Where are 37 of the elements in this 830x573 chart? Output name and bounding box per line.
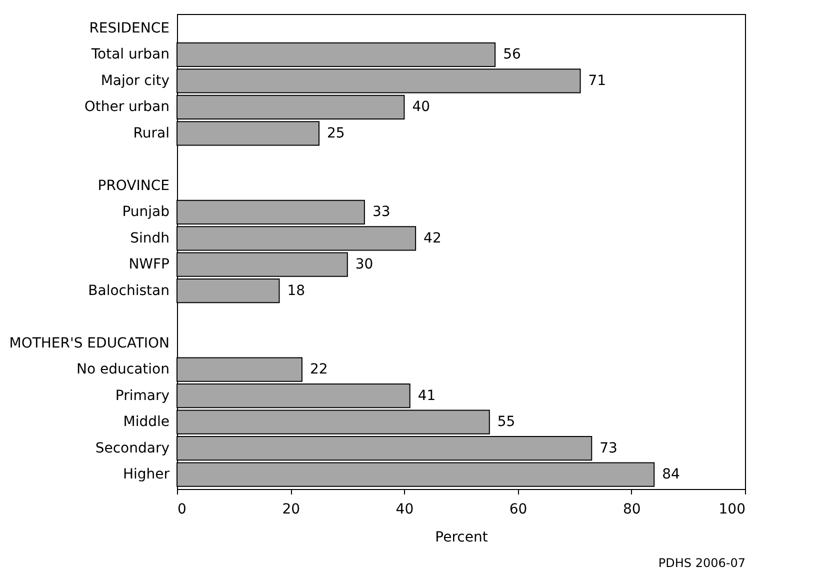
data-label: 42 <box>424 230 442 246</box>
x-tick-label: 0 <box>178 502 186 518</box>
x-axis-title: Percent <box>435 530 488 546</box>
y-tick-label: Middle <box>123 414 170 430</box>
y-tick-label: Rural <box>133 125 170 142</box>
y-tick-label: Punjab <box>122 204 170 220</box>
y-tick-label: Major city <box>100 72 170 89</box>
data-label: 25 <box>327 125 345 142</box>
data-label: 22 <box>310 362 328 378</box>
data-label: 40 <box>412 99 430 116</box>
data-label: 30 <box>355 256 374 273</box>
y-tick-label: MOTHER'S EDUCATION <box>9 335 170 352</box>
data-label: 33 <box>372 204 390 220</box>
y-tick-label: No education <box>76 362 170 378</box>
x-tick-label: 100 <box>718 502 746 518</box>
y-tick-label: Total urban <box>90 46 170 63</box>
data-label: 56 <box>503 46 521 63</box>
x-tick-label: 20 <box>282 502 300 518</box>
y-tick-label: Primary <box>115 388 170 404</box>
y-tick-label: Secondary <box>95 440 170 456</box>
data-label: 71 <box>588 72 606 89</box>
data-label: 41 <box>418 388 436 404</box>
y-tick-label: Higher <box>122 466 170 483</box>
y-tick-label: PROVINCE <box>98 178 170 194</box>
data-label: 73 <box>600 440 618 456</box>
y-tick-label: Other urban <box>84 99 170 116</box>
data-label: 18 <box>287 282 306 299</box>
data-label: 84 <box>662 466 680 483</box>
x-tick-label: 80 <box>622 502 641 518</box>
y-tick-label: Sindh <box>130 230 170 246</box>
data-label: 55 <box>497 414 516 430</box>
y-tick-label: Balochistan <box>88 282 170 299</box>
text: PDHS 2006-07 <box>658 556 746 570</box>
y-tick-label: RESIDENCE <box>89 20 170 36</box>
y-tick-label: NWFP <box>128 256 170 273</box>
x-tick-label: 40 <box>396 502 414 518</box>
x-tick-label: 60 <box>509 502 528 518</box>
